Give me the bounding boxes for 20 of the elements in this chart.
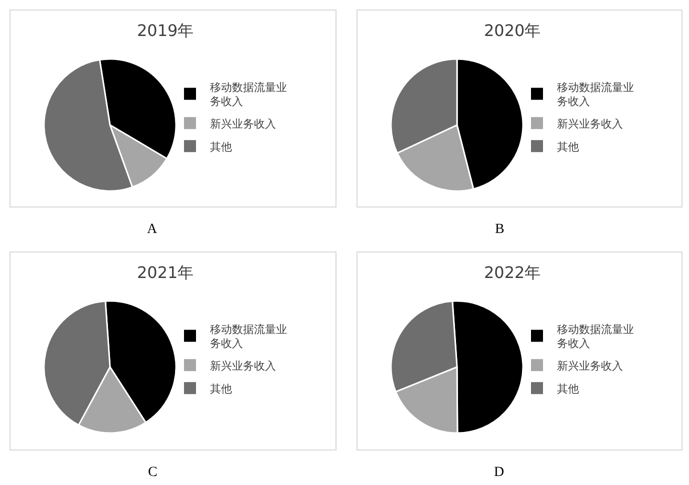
legend-label: 移动数据流量业务收入 bbox=[210, 322, 287, 350]
legend-label: 其他 bbox=[210, 382, 232, 396]
text: B bbox=[495, 222, 504, 237]
text: D bbox=[494, 465, 504, 480]
legend-label: 新兴业务收入 bbox=[210, 117, 276, 130]
chart-title: 2020年 bbox=[484, 21, 541, 40]
chart-title: 2021年 bbox=[137, 263, 194, 282]
chart-title: 2019年 bbox=[137, 21, 194, 40]
legend-label: 移动数据流量业务收入 bbox=[210, 80, 287, 108]
text: C bbox=[148, 465, 158, 480]
legend-label: 新兴业务收入 bbox=[557, 117, 623, 130]
chart-title: 2022年 bbox=[484, 263, 541, 282]
legend-label: 移动数据流量业务收入 bbox=[557, 322, 634, 350]
legend-label: 其他 bbox=[210, 140, 232, 154]
text: A bbox=[147, 222, 158, 237]
legend-label: 其他 bbox=[557, 382, 579, 396]
legend-label: 移动数据流量业务收入 bbox=[557, 80, 634, 108]
legend-label: 新兴业务收入 bbox=[557, 359, 623, 372]
legend-label: 新兴业务收入 bbox=[210, 359, 276, 372]
legend-label: 其他 bbox=[557, 140, 579, 154]
